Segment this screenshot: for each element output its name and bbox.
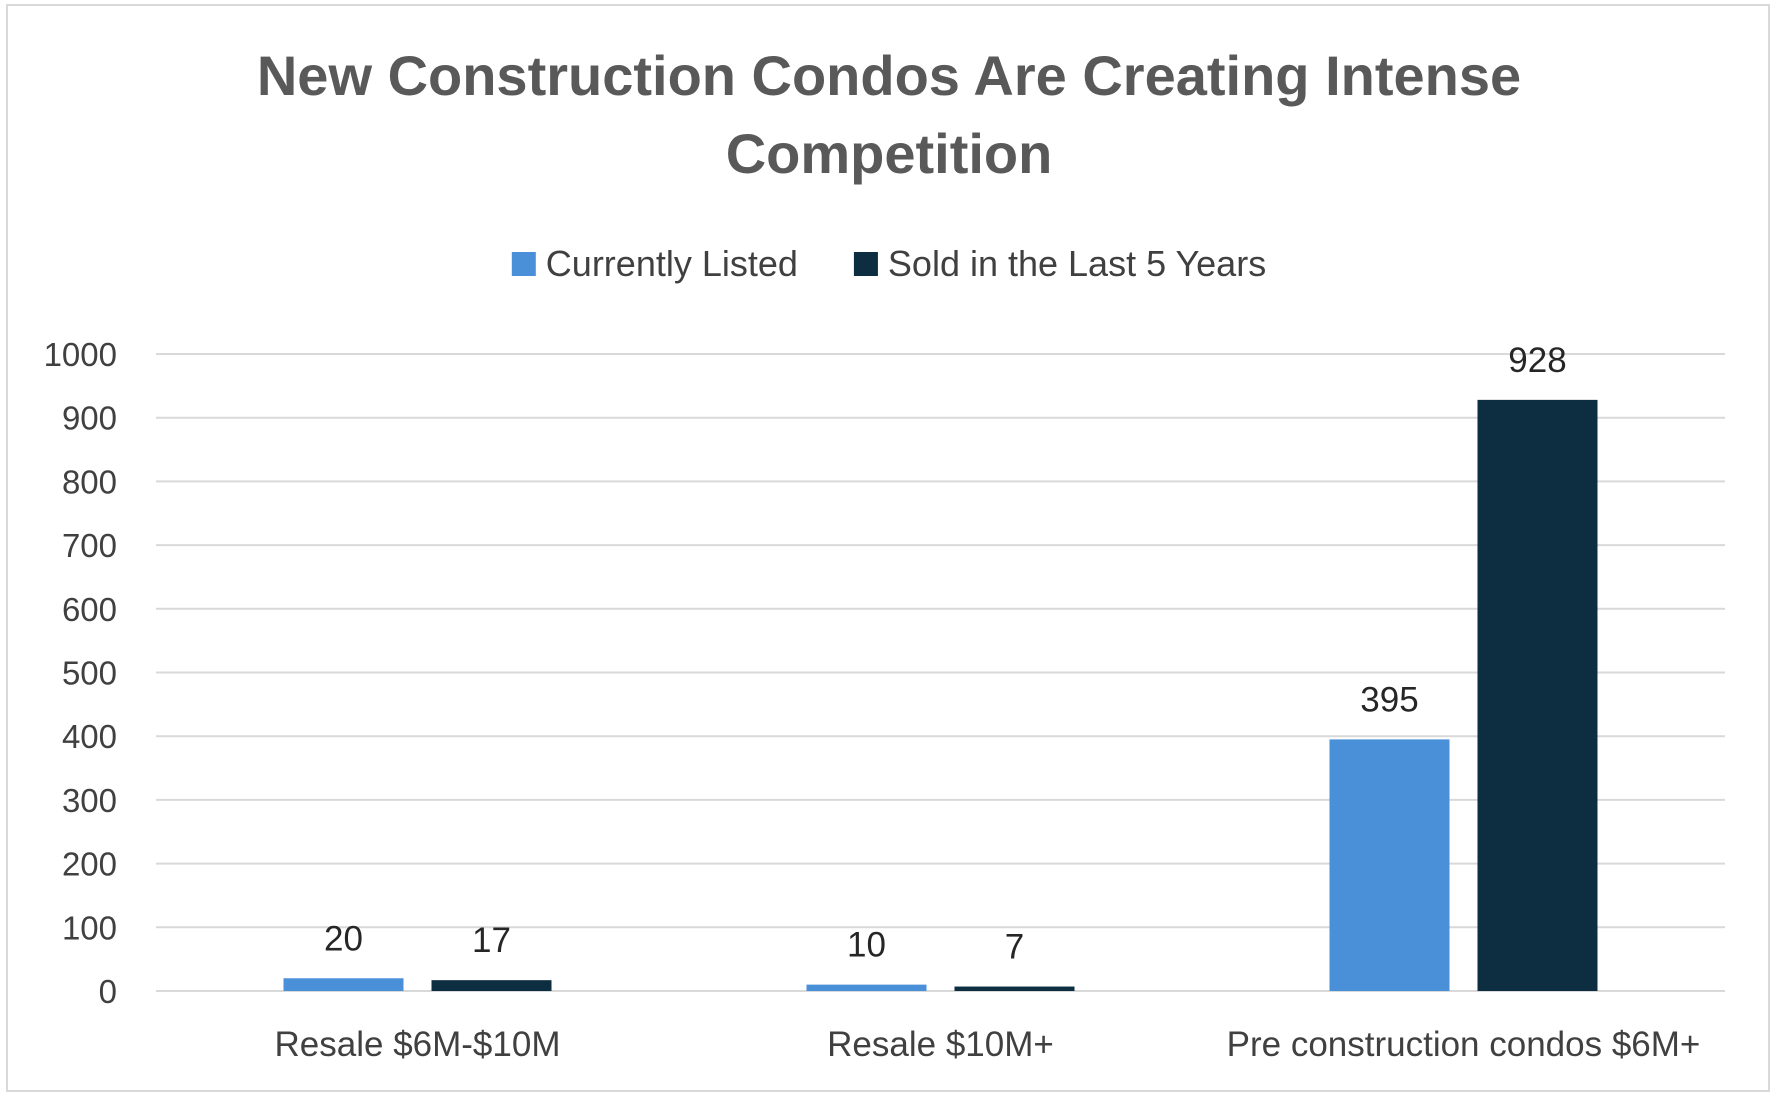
legend-label-0: Currently Listed bbox=[546, 243, 798, 284]
legend: Currently Listed Sold in the Last 5 Years bbox=[511, 243, 1266, 284]
data-label-series1-cat1: 7 bbox=[1005, 928, 1024, 967]
legend-swatch-1 bbox=[853, 252, 878, 276]
y-tick-label-600: 600 bbox=[62, 591, 117, 628]
y-tick-label-0: 0 bbox=[99, 973, 117, 1010]
y-tick-label-900: 900 bbox=[62, 400, 117, 437]
chart-frame bbox=[6, 4, 1770, 1092]
chart-title: New Construction Condos Are Creating Int… bbox=[257, 44, 1521, 185]
y-axis-tick-labels: 0 100 200 300 400 500 600 700 800 900 1000 bbox=[44, 336, 117, 1010]
y-tick-label-800: 800 bbox=[62, 463, 117, 500]
x-category-label-0: Resale $6M-$10M bbox=[275, 1025, 561, 1064]
data-label-series0-cat1: 10 bbox=[847, 926, 886, 965]
bar-series1-cat0 bbox=[431, 980, 552, 991]
x-axis-category-labels: Resale $6M-$10M Resale $10M+ Pre construct… bbox=[275, 1025, 1701, 1064]
bar-series1-cat2 bbox=[1477, 399, 1598, 991]
chart-title-line-1: New Construction Condos Are Creating Int… bbox=[257, 44, 1521, 107]
chart-title-line-2: Competition bbox=[726, 122, 1053, 185]
y-tick-label-100: 100 bbox=[62, 909, 117, 946]
bar-series0-cat0 bbox=[283, 978, 404, 991]
data-label-series1-cat0: 17 bbox=[472, 921, 511, 960]
legend-label-1: Sold in the Last 5 Years bbox=[888, 243, 1266, 284]
x-category-label-2: Pre construction condos $6M+ bbox=[1227, 1025, 1701, 1064]
legend-swatch-0 bbox=[511, 252, 536, 276]
y-tick-label-400: 400 bbox=[62, 718, 117, 755]
data-label-series0-cat2: 395 bbox=[1360, 680, 1418, 719]
bars bbox=[283, 399, 1598, 991]
bar-series0-cat2 bbox=[1329, 739, 1450, 991]
data-label-series0-cat0: 20 bbox=[324, 919, 363, 958]
y-tick-label-200: 200 bbox=[62, 846, 117, 883]
y-tick-label-300: 300 bbox=[62, 782, 117, 819]
x-category-label-1: Resale $10M+ bbox=[827, 1025, 1054, 1064]
data-label-series1-cat2: 928 bbox=[1508, 341, 1566, 380]
y-tick-label-700: 700 bbox=[62, 527, 117, 564]
y-tick-label-500: 500 bbox=[62, 655, 117, 692]
bar-series0-cat1 bbox=[806, 984, 927, 991]
data-labels: 20 17 10 7 395 928 bbox=[324, 341, 1567, 967]
bar-series1-cat1 bbox=[954, 986, 1075, 991]
gridlines bbox=[156, 353, 1725, 992]
y-tick-label-1000: 1000 bbox=[44, 336, 117, 373]
